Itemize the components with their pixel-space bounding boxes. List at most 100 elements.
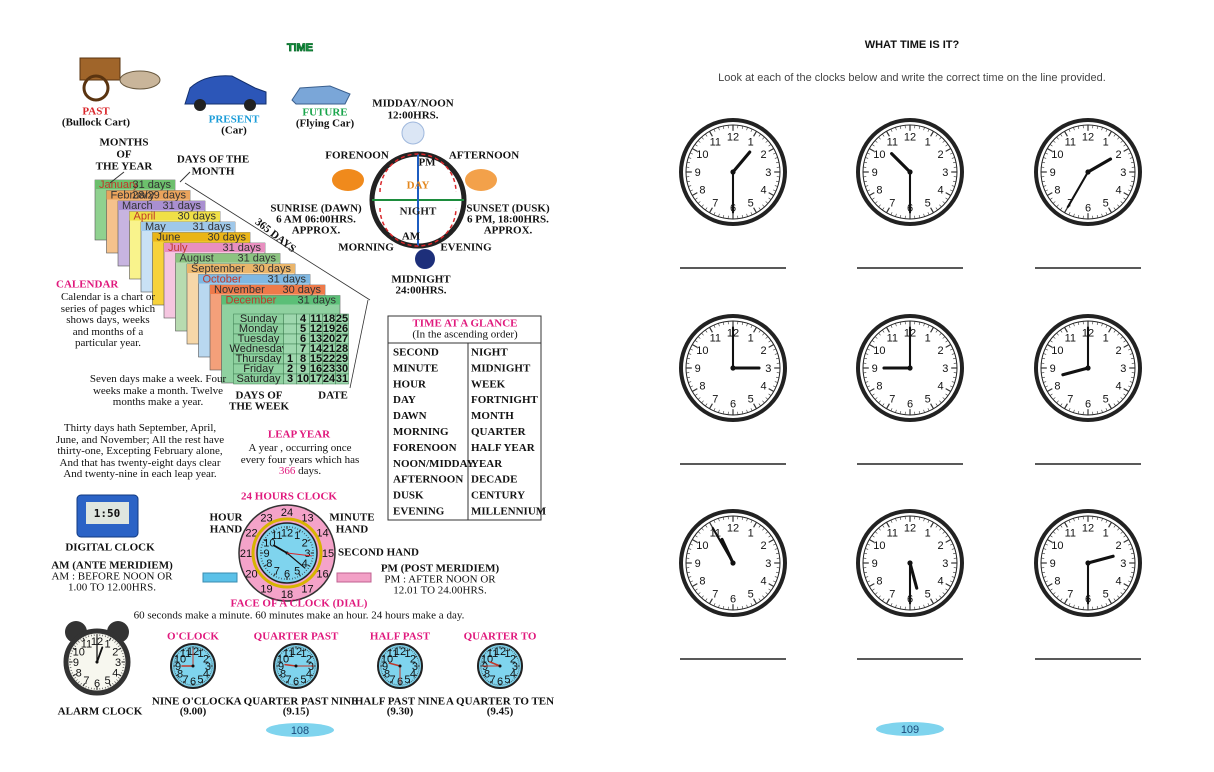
minute-tick: [753, 403, 757, 409]
minute-tick: [952, 357, 956, 360]
minute-tick: [1117, 137, 1120, 140]
minute-tick: [895, 604, 897, 608]
text: 366: [278, 465, 296, 477]
month-name: October: [203, 273, 242, 285]
month-name: August: [180, 252, 214, 264]
clock-pin: [907, 365, 913, 371]
minute-tick: [1120, 592, 1123, 595]
dial-number: 5: [1103, 589, 1109, 601]
hour-hand: [284, 663, 297, 667]
minute-tick: [1049, 393, 1053, 396]
minute-tick: [762, 400, 765, 403]
minute-tick: [1049, 197, 1053, 200]
minute-tick: [871, 588, 875, 591]
sunrise-text: SUNRISE (DAWN): [270, 203, 362, 215]
minute-tick: [410, 680, 412, 683]
minute-tick: [746, 213, 748, 217]
minute-tick: [875, 201, 878, 204]
section-heading: LEAP YEAR: [268, 429, 331, 441]
minute-tick: [882, 598, 885, 602]
minute-tick: [1101, 323, 1103, 327]
outer-number: 23: [260, 512, 272, 524]
callout: HAND: [336, 524, 368, 536]
minute-tick: [923, 518, 925, 522]
minute-tick: [1053, 336, 1056, 339]
date: 17: [310, 373, 322, 385]
date-cell: [283, 323, 297, 335]
minute-tick: [768, 144, 772, 147]
minute-tick: [1130, 376, 1134, 379]
transport-label: PAST: [82, 106, 110, 118]
minute-tick: [1128, 348, 1131, 351]
date: 8: [300, 353, 306, 365]
minute-tick: [1105, 603, 1108, 606]
cart-body: [79, 57, 121, 81]
minute-tick: [722, 517, 725, 521]
minute-tick: [270, 530, 273, 533]
minute-tick: [485, 678, 487, 680]
minute-tick: [758, 133, 761, 137]
minute-tick: [278, 577, 280, 579]
minute-tick: [483, 676, 486, 678]
minute-tick: [878, 333, 881, 336]
second-hand: [286, 552, 313, 557]
dial-number: 8: [1054, 576, 1060, 588]
minute-tick: [1043, 353, 1047, 355]
dial-number: 4: [112, 667, 118, 679]
minute-tick: [74, 677, 76, 679]
dial-number: 3: [765, 363, 771, 375]
minute-tick: [875, 140, 878, 143]
minute-tick: [722, 605, 725, 609]
minute-tick: [899, 605, 902, 609]
date: 23: [323, 363, 335, 375]
dial-number: 3: [765, 558, 771, 570]
dial-number: 9: [482, 661, 488, 673]
minute-tick: [886, 327, 890, 333]
minute-tick: [1105, 129, 1108, 132]
dial-number: 6: [94, 678, 100, 690]
minute-tick: [1047, 192, 1053, 196]
dial-number: 5: [504, 674, 510, 686]
minute-tick: [1101, 127, 1103, 131]
minute-tick: [1056, 204, 1059, 207]
table-cell: FORTNIGHT: [471, 394, 539, 406]
minute-tick: [414, 674, 418, 677]
clock-pin: [730, 560, 736, 566]
minute-tick: [741, 214, 744, 218]
minute-tick: [1101, 604, 1103, 608]
minute-tick: [1113, 133, 1116, 137]
minute-tick: [1117, 595, 1120, 598]
dial-number: 10: [73, 646, 85, 658]
minute-tick: [1077, 214, 1080, 218]
minute-tick: [310, 676, 313, 678]
dial-number: 4: [302, 558, 308, 570]
dial-number: 5: [925, 394, 931, 406]
minute-tick: [688, 381, 692, 383]
dial-number: 1: [294, 530, 300, 542]
minute-tick: [107, 636, 109, 639]
outer-number: 20: [245, 568, 257, 580]
minute-tick: [266, 569, 269, 572]
table-cell: QUARTER: [471, 426, 527, 438]
minute-tick: [746, 409, 748, 413]
minute-tick: [698, 592, 701, 595]
dial-number: 4: [761, 185, 767, 197]
date: 19: [323, 323, 335, 335]
minute-tick: [1096, 322, 1099, 326]
sun-noon: [401, 121, 425, 145]
calendar-page-head: [164, 243, 265, 252]
minute-tick: [886, 207, 890, 213]
minute-tick: [1045, 543, 1048, 546]
dial-number: 10: [873, 540, 885, 552]
dial-number: 1: [925, 136, 931, 148]
minute-tick: [694, 393, 698, 396]
clock-pin: [1085, 560, 1091, 566]
minute-tick: [264, 536, 267, 539]
hour-hand: [489, 661, 501, 667]
minute-tick: [773, 580, 776, 583]
minute-tick: [869, 583, 875, 587]
outer-number: 21: [240, 548, 252, 560]
dial-number: 5: [748, 589, 754, 601]
dial-number: 3: [942, 167, 948, 179]
day-label: MORNING: [338, 242, 394, 254]
